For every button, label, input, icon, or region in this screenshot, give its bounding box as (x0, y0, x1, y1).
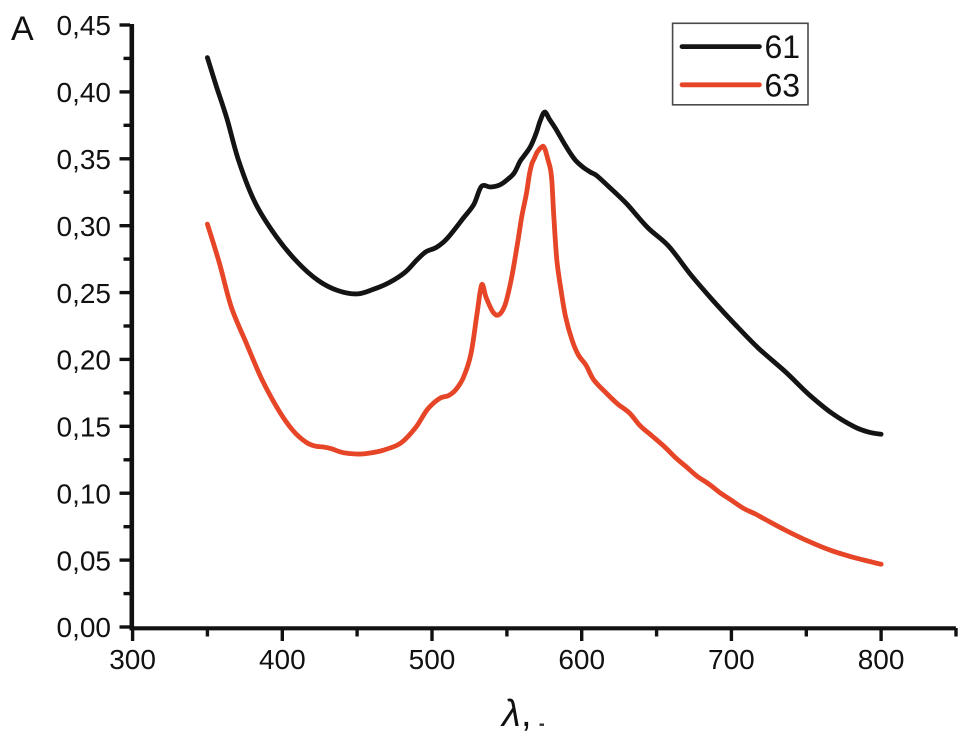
svg-text:A: A (11, 10, 34, 48)
svg-text:600: 600 (558, 644, 605, 675)
svg-text:61: 61 (765, 29, 801, 65)
svg-text:0,20: 0,20 (57, 345, 112, 376)
svg-text:0,30: 0,30 (57, 211, 112, 242)
svg-text:0,00: 0,00 (57, 612, 112, 643)
svg-text:0,45: 0,45 (57, 10, 112, 41)
svg-text:500: 500 (409, 644, 456, 675)
svg-text:63: 63 (765, 67, 801, 103)
svg-text:700: 700 (708, 644, 755, 675)
svg-text:0,25: 0,25 (57, 278, 112, 309)
svg-text:800: 800 (858, 644, 905, 675)
svg-text:,: , (521, 693, 532, 735)
svg-text:300: 300 (109, 644, 156, 675)
svg-text:400: 400 (259, 644, 306, 675)
svg-text:0,15: 0,15 (57, 412, 112, 443)
svg-text:λ: λ (500, 693, 521, 735)
svg-text:0,40: 0,40 (57, 77, 112, 108)
svg-text:0,35: 0,35 (57, 144, 112, 175)
svg-text:0,10: 0,10 (57, 478, 112, 509)
svg-text:0,05: 0,05 (57, 545, 112, 576)
